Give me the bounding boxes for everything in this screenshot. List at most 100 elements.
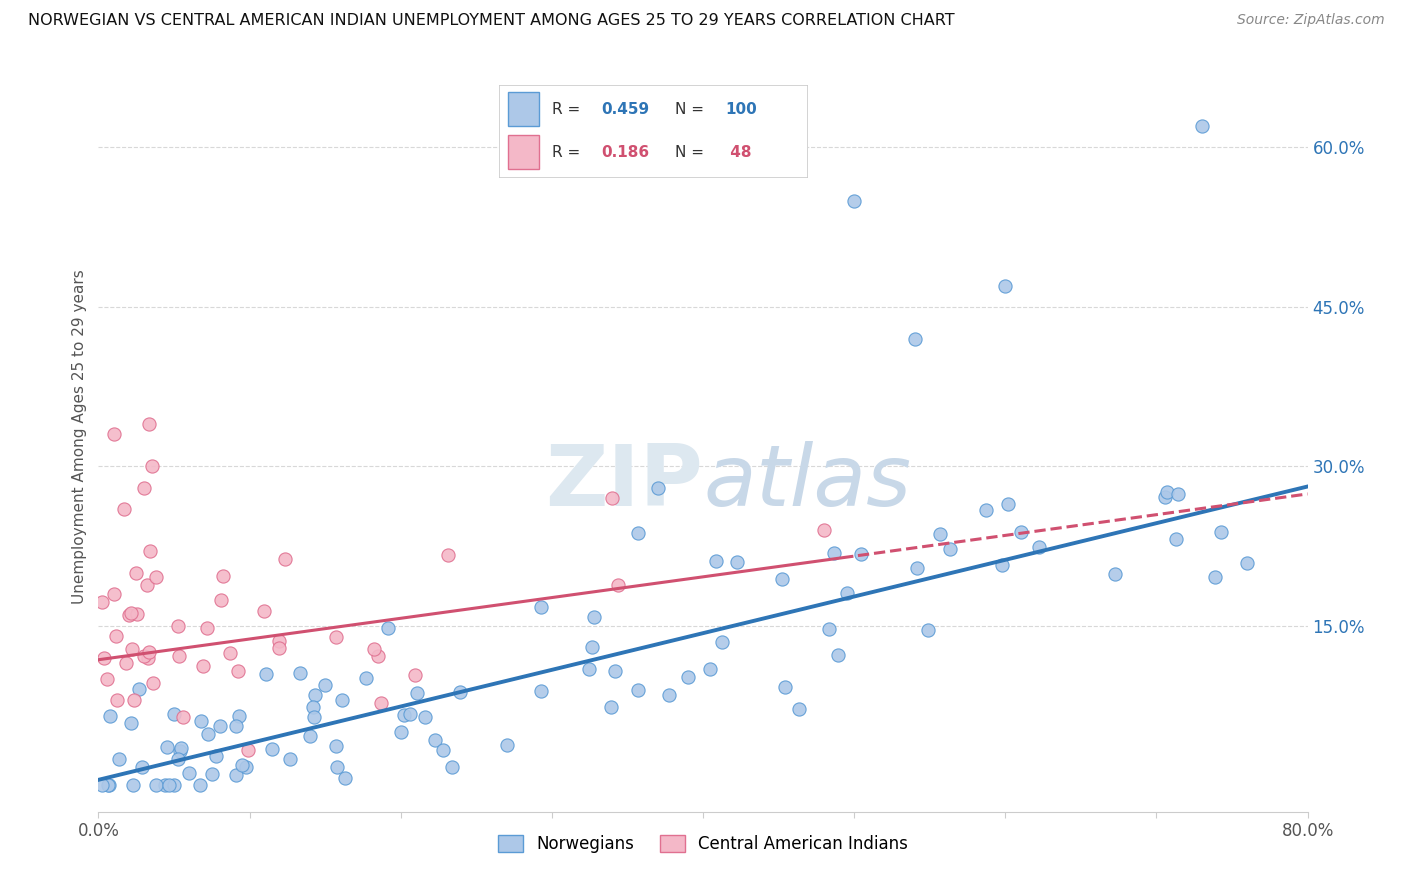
Point: [377, 621, 399, 635]
Point: [398, 707, 420, 722]
Point: [363, 642, 385, 657]
Point: [994, 278, 1017, 293]
Point: [93, 650, 115, 665]
Point: [169, 649, 191, 664]
Point: [131, 759, 153, 773]
Point: [1154, 491, 1177, 505]
Point: [658, 688, 681, 702]
Point: [389, 725, 412, 739]
Text: Source: ZipAtlas.com: Source: ZipAtlas.com: [1237, 13, 1385, 28]
Point: [1211, 525, 1233, 540]
Point: [302, 700, 325, 714]
Point: [917, 623, 939, 637]
Text: 0.459: 0.459: [602, 102, 650, 117]
Point: [225, 768, 247, 782]
Point: [326, 760, 349, 774]
Point: [706, 554, 728, 568]
Point: [112, 501, 135, 516]
Point: [142, 675, 165, 690]
Point: [122, 778, 145, 792]
Point: [304, 688, 326, 702]
Point: [835, 585, 858, 599]
Point: [404, 667, 426, 681]
Point: [103, 587, 125, 601]
Point: [201, 767, 224, 781]
Text: 0.186: 0.186: [602, 145, 650, 160]
Point: [775, 680, 797, 694]
Point: [128, 681, 150, 696]
Text: N =: N =: [675, 145, 709, 160]
Point: [225, 719, 247, 733]
Point: [441, 760, 464, 774]
Point: [132, 649, 155, 664]
Point: [530, 684, 553, 698]
Point: [253, 604, 276, 618]
Point: [219, 646, 242, 660]
Point: [299, 729, 322, 743]
Text: R =: R =: [551, 145, 585, 160]
Point: [169, 744, 191, 758]
Point: [436, 548, 458, 562]
Point: [818, 623, 841, 637]
Point: [115, 657, 138, 671]
Point: [205, 749, 228, 764]
Point: [423, 733, 446, 747]
Point: [370, 696, 392, 710]
Point: [91, 778, 114, 792]
Text: R =: R =: [551, 102, 585, 117]
Point: [904, 332, 927, 346]
Point: [1204, 570, 1226, 584]
Point: [236, 743, 259, 757]
Point: [578, 662, 600, 676]
Point: [581, 640, 603, 655]
Point: [405, 686, 427, 700]
Point: [156, 740, 179, 755]
Point: [104, 629, 127, 643]
Point: [105, 693, 128, 707]
Bar: [509, 92, 540, 126]
Point: [153, 778, 176, 792]
Point: [991, 558, 1014, 572]
Point: [1236, 557, 1258, 571]
Point: [599, 700, 621, 714]
Point: [1156, 485, 1178, 500]
Point: [627, 682, 650, 697]
Text: NORWEGIAN VS CENTRAL AMERICAN INDIAN UNEMPLOYMENT AMONG AGES 25 TO 29 YEARS CORR: NORWEGIAN VS CENTRAL AMERICAN INDIAN UNE…: [28, 13, 955, 29]
Point: [1167, 487, 1189, 501]
Point: [330, 693, 353, 707]
Point: [98, 778, 121, 792]
Point: [813, 523, 835, 537]
Text: 100: 100: [725, 102, 756, 117]
Point: [127, 607, 149, 622]
Point: [392, 707, 415, 722]
Point: [997, 497, 1019, 511]
Text: N =: N =: [675, 102, 709, 117]
Point: [208, 719, 231, 733]
FancyBboxPatch shape: [499, 85, 808, 178]
Point: [166, 752, 188, 766]
Point: [278, 752, 301, 766]
Point: [1191, 119, 1213, 133]
Bar: [509, 136, 540, 169]
Point: [138, 417, 160, 431]
Point: [138, 650, 160, 665]
Point: [96, 672, 118, 686]
Point: [188, 778, 211, 792]
Point: [335, 771, 357, 785]
Point: [974, 503, 997, 517]
Point: [367, 648, 389, 663]
Point: [678, 669, 700, 683]
Point: [235, 760, 257, 774]
Text: 48: 48: [725, 145, 751, 160]
Point: [1010, 525, 1032, 540]
Point: [647, 481, 669, 495]
Point: [136, 577, 159, 591]
Point: [787, 702, 810, 716]
Point: [172, 709, 194, 723]
Point: [103, 427, 125, 442]
Point: [195, 621, 218, 635]
Point: [627, 526, 650, 541]
Point: [197, 727, 219, 741]
Point: [304, 710, 326, 724]
Point: [254, 667, 277, 681]
